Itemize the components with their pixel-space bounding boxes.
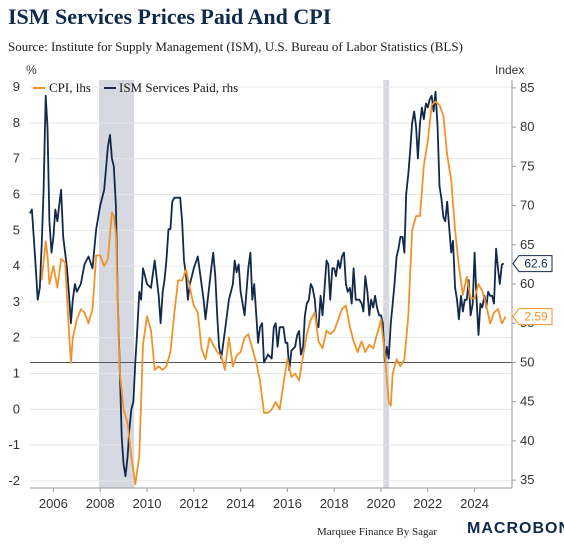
x-tick-label: 2018 [320,496,349,511]
end-value-labels: 62.6 2.59 [512,255,553,326]
y-right-tick-label: 35 [520,472,534,487]
x-tick-label: 2020 [367,496,396,511]
y-right-tick-label: 45 [520,394,534,409]
y-right-tick-label: 85 [520,80,534,95]
x-tick-label: 2010 [133,496,162,511]
grid-lines [30,86,512,482]
x-tick-label: 2014 [226,496,255,511]
x-tick-label: 2006 [39,496,68,511]
right-axis-unit: Index [495,63,524,77]
y-left-tick-label: 1 [13,365,20,380]
y-left-tick-label: -1 [8,437,20,452]
y-left-tick-label: 9 [13,79,20,94]
y-right-tick-label: 65 [520,237,534,252]
chart-title: ISM Services Prices Paid And CPI [8,4,332,29]
chart-subtitle: Source: Institute for Supply Management … [8,39,463,54]
y-left-tick-label: 7 [13,151,20,166]
y-right-tick-label: 80 [520,119,534,134]
ism-end-label: 62.6 [512,255,553,273]
macrobond-logo: MACROBOND [467,520,564,537]
left-axis-unit: % [26,63,37,77]
y-right-tick-label: 50 [520,354,534,369]
y-right-tick-label: 75 [520,158,534,173]
ism-end-label-text: 62.6 [524,257,548,271]
x-tick-label: 2008 [86,496,115,511]
y-right-tick-label: 70 [520,198,534,213]
cpi-end-label-text: 2.59 [524,310,548,324]
y-right-tick-label: 40 [520,433,534,448]
y-left-tick-label: 6 [13,187,20,202]
y-left-tick-label: 8 [13,115,20,130]
y-left-tick-label: 2 [13,330,20,345]
legend-label-ism: ISM Services Paid, rhs [119,80,238,95]
ism-end-label-box [512,255,553,273]
cpi-end-label: 2.59 [512,308,553,326]
x-tick-label: 2012 [179,496,208,511]
y-right-tick-label: 60 [520,276,534,291]
cpi-line [40,100,507,486]
y-left-tick-label: 4 [13,258,20,273]
y-left-tick-label: 3 [13,294,20,309]
series-lines [29,90,507,486]
recession-band-1 [383,80,390,488]
y-left-tick-label: -2 [8,473,20,488]
x-tick-label: 2024 [460,496,489,511]
cpi-end-label-box [512,308,553,326]
y-left-tick-label: 0 [13,401,20,416]
footer-credit: Marquee Finance By Sagar [317,526,438,538]
y-left-tick-label: 5 [13,222,20,237]
legend-label-cpi: CPI, lhs [49,80,91,95]
legend: CPI, lhs ISM Services Paid, rhs [33,80,238,95]
x-tick-label: 2022 [413,496,442,511]
x-tick-label: 2016 [273,496,302,511]
